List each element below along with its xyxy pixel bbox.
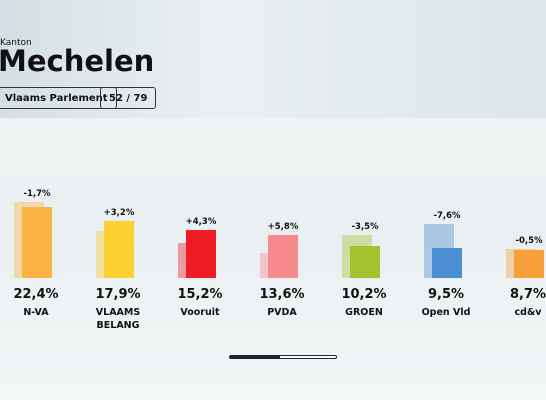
change-label: +5,8% — [267, 221, 299, 232]
bar — [432, 247, 462, 278]
title: Mechelen — [0, 44, 155, 78]
value-label: 8,7% — [509, 287, 546, 302]
change-label: +3,2% — [103, 208, 135, 219]
change-label: -7,6% — [433, 210, 461, 221]
bar — [514, 250, 544, 278]
category-label: cd&v — [514, 307, 542, 318]
category-label: PVDA — [267, 307, 297, 318]
bar — [22, 206, 52, 278]
bar — [186, 229, 216, 278]
value-label: 13,6% — [259, 287, 305, 302]
category-label: Open Vld — [421, 307, 471, 318]
change-label: -3,5% — [351, 221, 379, 232]
value-label: 10,2% — [341, 287, 387, 302]
value-label: 15,2% — [177, 287, 223, 302]
bar — [268, 234, 298, 278]
category-label: GROEN — [345, 307, 383, 318]
subtitle: Kanton — [0, 38, 32, 48]
change-label: +4,3% — [185, 216, 217, 227]
scroll-thumb — [230, 356, 280, 358]
category-label: Vooruit — [180, 307, 220, 318]
change-label: -0,5% — [515, 235, 543, 246]
bar — [350, 245, 380, 278]
scrollbar[interactable] — [229, 355, 337, 359]
change-label: -1,7% — [23, 188, 51, 199]
count-button[interactable]: 52 / 79 — [100, 87, 157, 109]
value-label: 17,9% — [95, 287, 141, 302]
header-bg — [0, 0, 546, 118]
election-button[interactable]: Vlaams Parlement — [0, 87, 117, 109]
bar — [104, 221, 134, 278]
value-label: 9,5% — [427, 287, 465, 302]
value-label: 22,4% — [13, 287, 59, 302]
category-label: N-VA — [23, 307, 49, 318]
category-label: VLAAMS BELANG — [95, 307, 141, 331]
